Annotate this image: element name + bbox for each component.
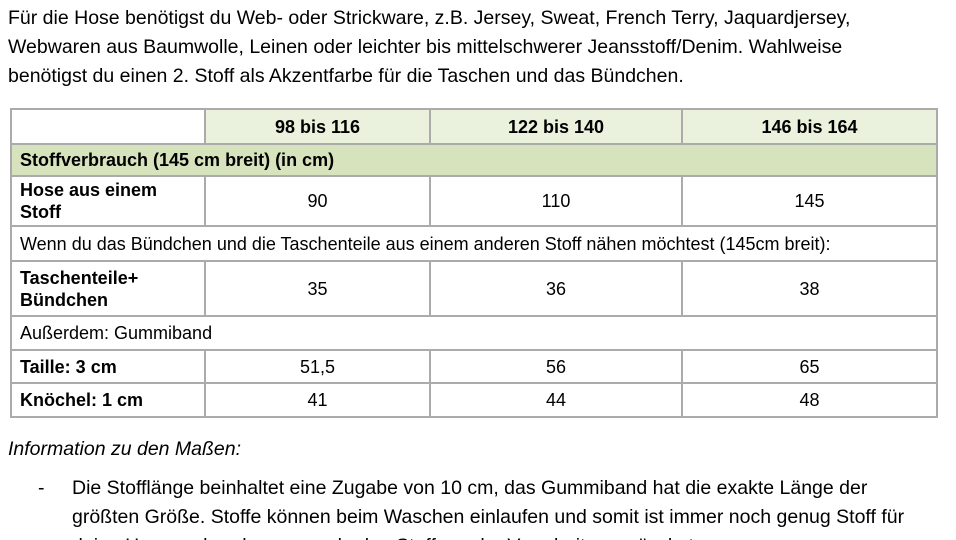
table-row-taschenteile: Taschenteile+ Bündchen 35 36 38 xyxy=(10,260,938,317)
note-row-gummiband: Außerdem: Gummiband xyxy=(10,315,938,351)
row-label-taille: Taille: 3 cm xyxy=(10,349,206,384)
hose-value-122-140: 110 xyxy=(429,175,683,227)
hose-value-98-116: 90 xyxy=(204,175,431,227)
taille-value-122-140: 56 xyxy=(429,349,683,384)
note-row-accent-fabric: Wenn du das Bündchen und die Taschenteil… xyxy=(10,225,938,262)
bullet-dash-marker: - xyxy=(38,477,45,499)
hose-value-146-164: 145 xyxy=(681,175,938,227)
header-size-146-164: 146 bis 164 xyxy=(681,108,938,145)
intro-paragraph: Für die Hose benötigst du Web- oder Stri… xyxy=(8,7,851,87)
section-header-cell: Stoffverbrauch (145 cm breit) (in cm) xyxy=(10,143,938,177)
document-page: Für die Hose benötigst du Web- oder Stri… xyxy=(0,4,956,540)
header-empty-cell xyxy=(10,108,206,145)
size-header-row: 98 bis 116 122 bis 140 146 bis 164 xyxy=(10,108,938,145)
info-bullet-item: - Die Stofflänge beinhaltet eine Zugabe … xyxy=(38,474,938,540)
fabric-requirements-table: 98 bis 116 122 bis 140 146 bis 164 Stoff… xyxy=(10,108,938,418)
bullet-text: Die Stofflänge beinhaltet eine Zugabe vo… xyxy=(72,477,905,540)
note-gummiband-cell: Außerdem: Gummiband xyxy=(10,315,938,351)
note-accent-cell: Wenn du das Bündchen und die Taschenteil… xyxy=(10,225,938,262)
row-label-hose: Hose aus einem Stoff xyxy=(10,175,206,227)
info-heading: Information zu den Maßen: xyxy=(8,438,242,460)
row-label-taschenteile: Taschenteile+ Bündchen xyxy=(10,260,206,317)
knoechel-value-98-116: 41 xyxy=(204,382,431,418)
table-row-knoechel: Knöchel: 1 cm 41 44 48 xyxy=(10,382,938,418)
row-label-knoechel: Knöchel: 1 cm xyxy=(10,382,206,418)
knoechel-value-146-164: 48 xyxy=(681,382,938,418)
header-size-98-116: 98 bis 116 xyxy=(204,108,431,145)
taschenteile-value-146-164: 38 xyxy=(681,260,938,317)
knoechel-value-122-140: 44 xyxy=(429,382,683,418)
section-header-row: Stoffverbrauch (145 cm breit) (in cm) xyxy=(10,143,938,177)
taschenteile-value-98-116: 35 xyxy=(204,260,431,317)
taille-value-146-164: 65 xyxy=(681,349,938,384)
taschenteile-value-122-140: 36 xyxy=(429,260,683,317)
table-row-hose: Hose aus einem Stoff 90 110 145 xyxy=(10,175,938,227)
header-size-122-140: 122 bis 140 xyxy=(429,108,683,145)
taille-value-98-116: 51,5 xyxy=(204,349,431,384)
table-row-taille: Taille: 3 cm 51,5 56 65 xyxy=(10,349,938,384)
